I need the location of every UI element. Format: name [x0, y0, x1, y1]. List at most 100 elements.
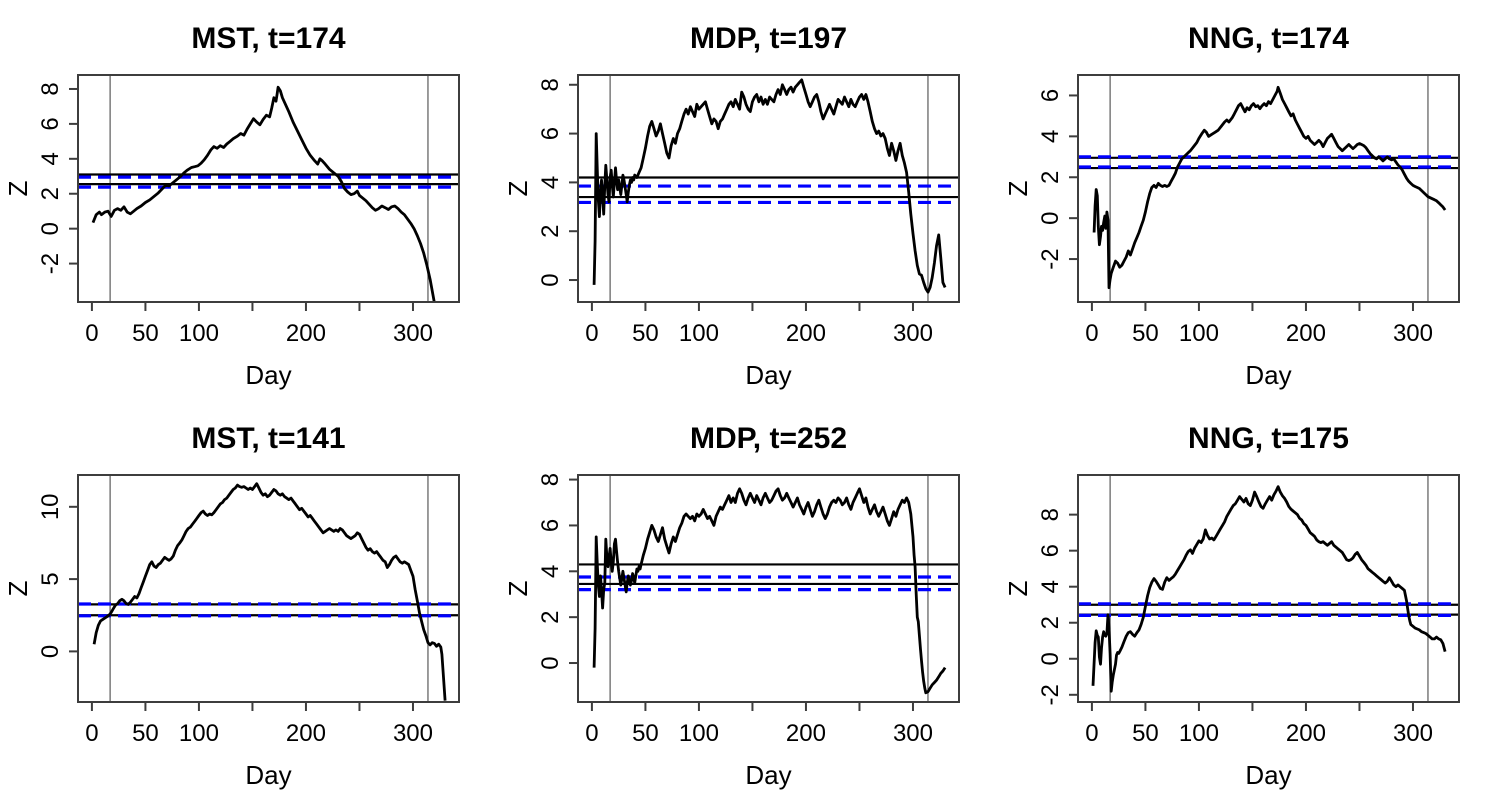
x-tick-label: 300 — [893, 720, 933, 747]
y-tick-label: 2 — [537, 610, 564, 623]
x-tick-label: 50 — [632, 320, 659, 347]
y-tick-label: 8 — [537, 78, 564, 91]
y-tick-label: 6 — [1037, 544, 1064, 557]
y-tick-label: 4 — [1037, 130, 1064, 143]
y-tick-label: 8 — [37, 82, 64, 95]
y-tick-label: 2 — [1037, 616, 1064, 629]
x-axis-label: Day — [1245, 760, 1291, 790]
plot-box — [577, 474, 960, 703]
x-tick-label: 50 — [132, 320, 159, 347]
plot-box — [577, 74, 960, 303]
y-axis-label: Z — [503, 580, 533, 596]
plot-box — [77, 474, 460, 703]
z-statistic-series — [1092, 85, 1447, 290]
x-tick-label: 300 — [1393, 720, 1433, 747]
x-tick-label: 50 — [1132, 720, 1159, 747]
chart-panel-mdp-t252: 0 50 100 200 300 0 2 4 6 8 MDP, t=252 Day Z — [500, 400, 1000, 800]
x-tick-label: 200 — [286, 720, 326, 747]
x-tick-label: 100 — [679, 720, 719, 747]
x-axis-label: Day — [745, 760, 791, 790]
line-chart-mst-t174: 0 50 100 200 300 -2 0 2 4 6 8 MST, t=174 Day Z — [3, 22, 460, 390]
x-axis-label: Day — [245, 360, 291, 390]
y-axis-label: Z — [1003, 180, 1033, 196]
y-axis-label: Z — [3, 580, 33, 596]
y-tick-label: -2 — [1037, 684, 1064, 705]
x-tick-label: 100 — [1179, 720, 1219, 747]
z-statistic-series — [91, 85, 436, 302]
plot-title: NNG, t=175 — [1188, 422, 1349, 455]
y-tick-label: 2 — [37, 187, 64, 200]
y-tick-label: 4 — [537, 176, 564, 189]
x-tick-label: 100 — [1179, 320, 1219, 347]
x-tick-label: 0 — [85, 720, 98, 747]
y-tick-label: 4 — [1037, 580, 1064, 593]
x-tick-label: 200 — [286, 320, 326, 347]
y-tick-label: 5 — [37, 572, 64, 585]
plot-title: NNG, t=174 — [1188, 22, 1349, 55]
x-tick-label: 100 — [179, 720, 219, 747]
chart-panel-mst-t141: 0 50 100 200 300 0 5 10 MST, t=141 Day Z — [0, 400, 500, 800]
y-tick-label: 4 — [37, 152, 64, 165]
y-tick-label: 10 — [37, 493, 64, 520]
line-chart-mdp-t252: 0 50 100 200 300 0 2 4 6 8 MDP, t=252 Day Z — [503, 422, 960, 790]
x-tick-label: 0 — [1085, 320, 1098, 347]
chart-panel-mdp-t197: 0 50 100 200 300 0 2 4 6 8 MDP, t=197 Day Z — [500, 0, 1000, 400]
x-tick-label: 0 — [1085, 720, 1098, 747]
y-tick-label: 6 — [537, 127, 564, 140]
x-tick-label: 300 — [893, 320, 933, 347]
line-chart-mdp-t197: 0 50 100 200 300 0 2 4 6 8 MDP, t=197 Day Z — [503, 22, 960, 390]
x-tick-label: 300 — [1393, 320, 1433, 347]
x-axis-label: Day — [245, 760, 291, 790]
y-tick-label: 8 — [1037, 508, 1064, 521]
chart-panel-nng-t174: 0 50 100 200 300 -2 0 2 4 6 NNG, t=174 Day Z — [1000, 0, 1500, 400]
y-tick-label: 8 — [537, 473, 564, 486]
plot-title: MDP, t=252 — [690, 422, 847, 455]
plot-box — [1077, 474, 1460, 703]
plot-box — [77, 74, 460, 303]
x-tick-label: 200 — [1286, 320, 1326, 347]
x-tick-label: 200 — [1286, 720, 1326, 747]
x-tick-label: 0 — [585, 320, 598, 347]
z-statistic-series — [592, 487, 947, 695]
x-axis-label: Day — [745, 360, 791, 390]
y-axis-label: Z — [1003, 580, 1033, 596]
chart-panel-mst-t174: 0 50 100 200 300 -2 0 2 4 6 8 MST, t=174 Day Z — [0, 0, 500, 400]
y-tick-label: -2 — [37, 253, 64, 274]
y-tick-label: 6 — [1037, 89, 1064, 102]
x-tick-label: 0 — [85, 320, 98, 347]
y-axis-label: Z — [503, 180, 533, 196]
x-tick-label: 300 — [393, 720, 433, 747]
x-tick-label: 200 — [786, 320, 826, 347]
plot-title: MDP, t=197 — [690, 22, 847, 55]
plot-box — [1077, 74, 1460, 303]
y-tick-label: 0 — [1037, 652, 1064, 665]
line-chart-nng-t174: 0 50 100 200 300 -2 0 2 4 6 NNG, t=174 Day Z — [1003, 22, 1460, 390]
y-tick-label: 6 — [537, 519, 564, 532]
z-statistic-series — [92, 482, 447, 701]
line-chart-mst-t141: 0 50 100 200 300 0 5 10 MST, t=141 Day Z — [3, 422, 460, 790]
x-tick-label: 100 — [179, 320, 219, 347]
plot-title: MST, t=174 — [191, 22, 346, 55]
x-tick-label: 0 — [585, 720, 598, 747]
x-tick-label: 50 — [632, 720, 659, 747]
y-tick-label: 0 — [1037, 211, 1064, 224]
y-tick-label: 0 — [537, 273, 564, 286]
y-tick-label: 0 — [37, 645, 64, 658]
y-tick-label: 4 — [537, 565, 564, 578]
y-tick-label: 2 — [1037, 171, 1064, 184]
x-axis-label: Day — [1245, 360, 1291, 390]
y-tick-label: 2 — [537, 225, 564, 238]
x-tick-label: 100 — [679, 320, 719, 347]
y-tick-label: 6 — [37, 117, 64, 130]
z-statistic-series — [1091, 485, 1447, 693]
x-tick-label: 300 — [393, 320, 433, 347]
y-axis-label: Z — [3, 180, 33, 196]
y-tick-label: 0 — [537, 656, 564, 669]
y-tick-label: -2 — [1037, 248, 1064, 269]
chart-panel-nng-t175: 0 50 100 200 300 -2 0 2 4 6 8 NNG, t=175 Day Z — [1000, 400, 1500, 800]
y-tick-label: 0 — [37, 222, 64, 235]
x-tick-label: 50 — [132, 720, 159, 747]
x-tick-label: 200 — [786, 720, 826, 747]
z-statistic-series — [592, 78, 947, 294]
